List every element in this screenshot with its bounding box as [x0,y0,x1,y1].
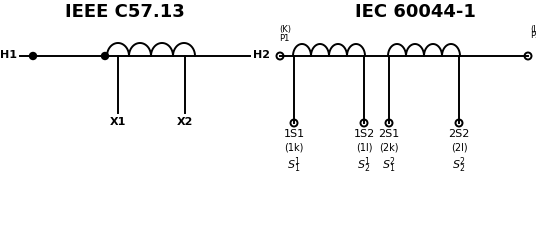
Text: H2: H2 [253,50,270,60]
Text: (2k): (2k) [379,142,399,152]
Text: $S_2^2$: $S_2^2$ [452,155,466,174]
Text: 2S1: 2S1 [378,129,400,139]
Text: (2l): (2l) [451,142,467,152]
Text: (K): (K) [279,25,291,34]
Text: IEEE C57.13: IEEE C57.13 [65,3,185,21]
Text: 1S2: 1S2 [353,129,375,139]
Text: $S_1^1$: $S_1^1$ [287,155,301,174]
Text: 1S1: 1S1 [284,129,304,139]
Text: H1: H1 [0,50,17,60]
Text: (L): (L) [530,25,536,34]
Text: P1: P1 [279,34,289,43]
Text: 2S2: 2S2 [448,129,470,139]
Text: X1: X1 [110,117,126,127]
Text: X2: X2 [177,117,193,127]
Text: P2: P2 [530,31,536,40]
Text: IEC 60044-1: IEC 60044-1 [354,3,475,21]
Text: (1k): (1k) [284,142,304,152]
Text: (1l): (1l) [356,142,372,152]
Text: $S_1^2$: $S_1^2$ [382,155,396,174]
Circle shape [101,53,108,60]
Circle shape [29,53,36,60]
Text: $S_2^1$: $S_2^1$ [357,155,371,174]
